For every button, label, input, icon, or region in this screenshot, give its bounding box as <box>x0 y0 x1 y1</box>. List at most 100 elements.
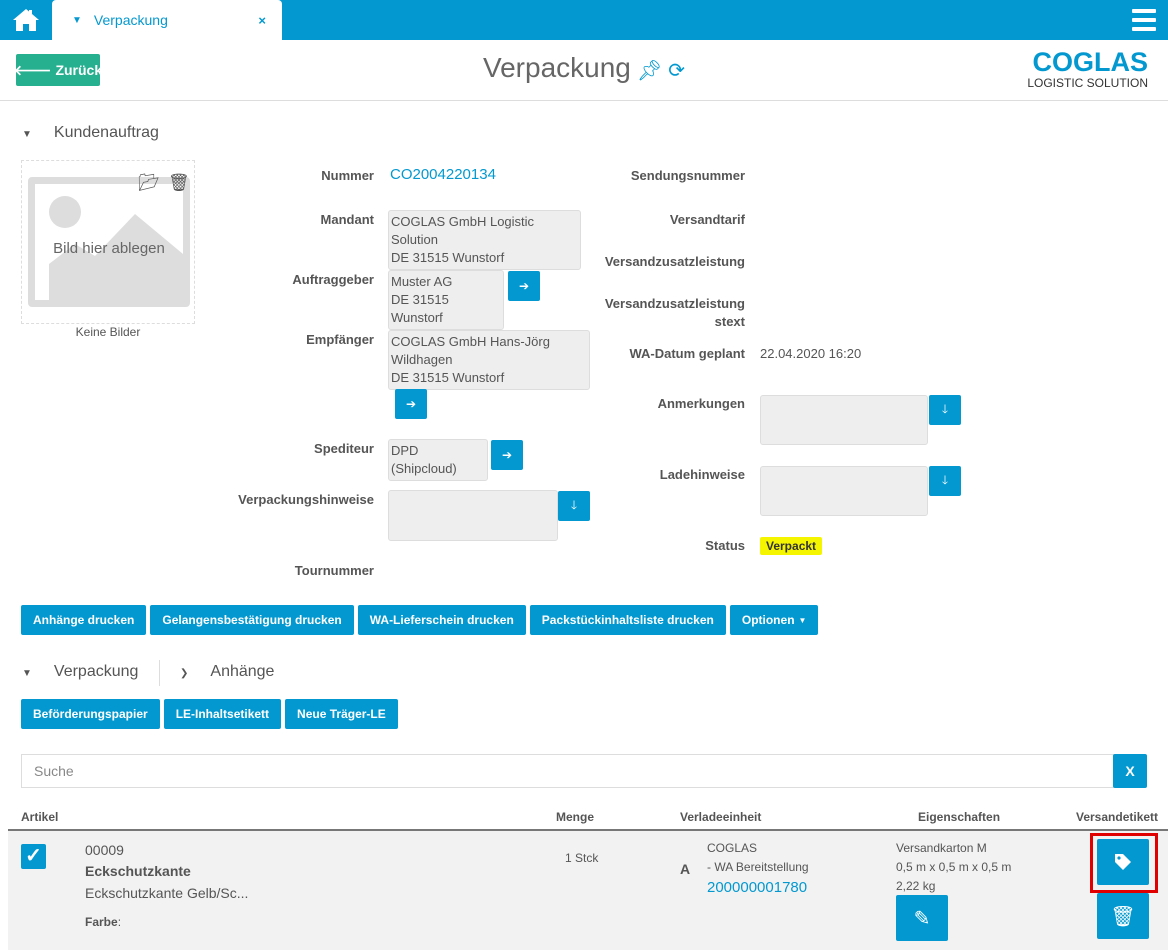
label-spediteur: Spediteur <box>314 441 374 456</box>
trash-icon[interactable]: 🗑︎ <box>168 173 190 192</box>
home-button[interactable] <box>0 0 52 40</box>
label-ladehinweise: Ladehinweise <box>659 467 745 482</box>
search-input[interactable]: Suche <box>21 754 1114 788</box>
pin-icon[interactable]: 📌︎ <box>636 60 663 82</box>
back-button[interactable]: 🡐 Zurück <box>13 54 102 86</box>
chevron-down-icon: ▼ <box>22 668 32 679</box>
article-number: 00009 <box>85 842 124 858</box>
neue-traeger-le-button[interactable]: Neue Träger-LE <box>285 699 398 729</box>
mandant-value: COGLAS GmbH Logistic Solution DE 31515 Wu… <box>388 210 581 270</box>
home-icon <box>13 9 39 31</box>
verpackungshinweise-field[interactable] <box>388 490 558 541</box>
label-mandant: Mandant <box>320 212 374 227</box>
label-empfaenger: Empfänger <box>306 332 374 347</box>
arrow-right-icon: ➔ <box>405 397 417 411</box>
pencil-icon: ✎ <box>913 907 931 930</box>
article-name: Eckschutzkante <box>85 863 191 879</box>
close-tab-button[interactable]: × <box>258 12 266 28</box>
print-wa-lieferschein-button[interactable]: WA-Lieferschein drucken <box>357 605 526 635</box>
spediteur-value: DPD (Shipcloud) <box>388 439 488 481</box>
tab-verpackung[interactable]: ▼ Verpackung × <box>52 0 282 40</box>
folder-open-icon[interactable]: 📂︎ <box>138 173 160 192</box>
le-place: - WA Bereitstellung <box>707 860 809 874</box>
befoerderungspapier-button[interactable]: Beförderungspapier <box>21 699 160 729</box>
options-dropdown-button[interactable]: Optionen ▼ <box>729 605 819 635</box>
arrow-down-icon: 🡓 <box>570 497 578 512</box>
anmerkungen-expand-button[interactable]: 🡓 <box>929 395 961 425</box>
label-status: Status <box>705 538 745 553</box>
delete-package-button[interactable]: 🗑︎ <box>1097 893 1149 939</box>
label-wa-datum: WA-Datum geplant <box>629 346 745 361</box>
order-number-link[interactable]: CO2004220134 <box>390 166 496 183</box>
arrow-right-icon: ➔ <box>518 279 530 293</box>
column-header-verladeeinheit: Verladeeinheit <box>680 810 762 824</box>
image-placeholder-icon: Bild hier ablegen <box>28 177 190 307</box>
ladehinweise-expand-button[interactable]: 🡓 <box>929 466 961 496</box>
label-sendungsnummer: Sendungsnummer <box>630 168 745 183</box>
wa-datum-value: 22.04.2020 16:20 <box>760 346 862 361</box>
le-number-link[interactable]: 200000001780 <box>707 879 808 896</box>
chevron-down-icon: ▼ <box>22 129 32 140</box>
package-weight: 2,22 kg <box>896 879 936 893</box>
arrow-right-icon: ➔ <box>501 448 513 462</box>
row-checkbox[interactable]: ✓ <box>21 844 46 869</box>
auftraggeber-value: Muster AG DE 31515 Wunstorf <box>388 270 504 330</box>
shipping-label-button[interactable] <box>1097 839 1149 885</box>
label-versandzusatzleistungstext: Versandzusatzleistung stext <box>604 296 745 329</box>
clear-search-button[interactable]: X <box>1113 754 1147 788</box>
chevron-down-icon: ▼ <box>72 14 82 26</box>
le-letter: A <box>680 861 691 877</box>
print-packstueckinhaltsliste-button[interactable]: Packstückinhaltsliste drucken <box>529 605 726 635</box>
column-header-versandetikett: Versandetikett <box>1076 810 1159 824</box>
column-header-eigenschaften: Eigenschaften <box>918 810 1001 824</box>
anmerkungen-field[interactable] <box>760 395 928 445</box>
refresh-icon[interactable]: ⟳ <box>668 60 686 82</box>
empfaenger-value: COGLAS GmbH Hans-Jörg Wildhagen DE 31515 W… <box>388 330 590 390</box>
verpackungshinweise-expand-button[interactable]: 🡓 <box>558 491 590 521</box>
auftraggeber-open-button[interactable]: ➔ <box>508 271 540 301</box>
divider <box>159 660 160 686</box>
column-header-menge: Menge <box>556 810 595 824</box>
highlight-box <box>1090 833 1158 893</box>
label-nummer: Nummer <box>321 168 374 183</box>
label-versandtarif: Versandtarif <box>669 212 745 227</box>
label-versandzusatzleistung: Versandzusatzleistung <box>604 254 745 269</box>
print-gelangensbestaetigung-button[interactable]: Gelangensbestätigung drucken <box>150 605 354 635</box>
empfaenger-open-button[interactable]: ➔ <box>395 389 427 419</box>
hamburger-menu-icon[interactable] <box>1132 9 1156 31</box>
pack-toolbar: Beförderungspapier LE-Inhaltsetikett Neu… <box>21 699 398 729</box>
caret-down-icon: ▼ <box>798 615 807 625</box>
le-inhaltsetikett-button[interactable]: LE-Inhaltsetikett <box>163 699 282 729</box>
package-type: Versandkarton M <box>896 841 987 855</box>
page-title: Verpackung 📌︎ ⟳ <box>482 52 686 83</box>
arrow-down-icon: 🡓 <box>941 472 949 487</box>
tab-verpackung-section[interactable]: ▼ Verpackung <box>22 663 139 680</box>
arrow-down-icon: 🡓 <box>941 401 949 416</box>
article-description: Eckschutzkante Gelb/Sc... <box>85 885 249 901</box>
tag-icon <box>1115 854 1131 870</box>
print-toolbar: Anhänge drucken Gelangensbestätigung dru… <box>21 605 819 635</box>
tab-anhaenge-section[interactable]: ❯ Anhänge <box>180 663 275 680</box>
column-header-artikel: Artikel <box>21 810 59 824</box>
section-kundenauftrag-toggle[interactable]: ▼ Kundenauftrag <box>22 124 159 141</box>
image-dropzone[interactable]: Bild hier ablegen 📂︎ 🗑︎ <box>21 160 195 324</box>
label-verpackungshinweise: Verpackungshinweise <box>238 492 374 507</box>
divider <box>0 100 1168 101</box>
article-farbe: Farbe: <box>85 915 122 929</box>
label-tournummer: Tournummer <box>294 563 374 578</box>
status-badge: Verpackt <box>760 537 823 555</box>
arrow-left-icon: 🡐 <box>13 61 52 78</box>
label-anmerkungen: Anmerkungen <box>657 396 745 411</box>
trash-icon: 🗑︎ <box>1110 905 1136 928</box>
ladehinweise-field[interactable] <box>760 466 928 516</box>
chevron-right-icon: ❯ <box>180 668 189 679</box>
spediteur-open-button[interactable]: ➔ <box>491 440 523 470</box>
table-row: ✓ 00009 Eckschutzkante Eckschutzkante Ge… <box>8 829 1168 950</box>
no-images-text: Keine Bilder <box>75 325 141 339</box>
package-dimensions: 0,5 m x 0,5 m x 0,5 m <box>896 860 1012 874</box>
le-name: COGLAS <box>707 841 758 855</box>
print-attachments-button[interactable]: Anhänge drucken <box>21 605 147 635</box>
quantity: 1 Stck <box>565 851 599 865</box>
edit-package-button[interactable]: ✎ <box>896 895 948 941</box>
label-auftraggeber: Auftraggeber <box>292 272 374 287</box>
